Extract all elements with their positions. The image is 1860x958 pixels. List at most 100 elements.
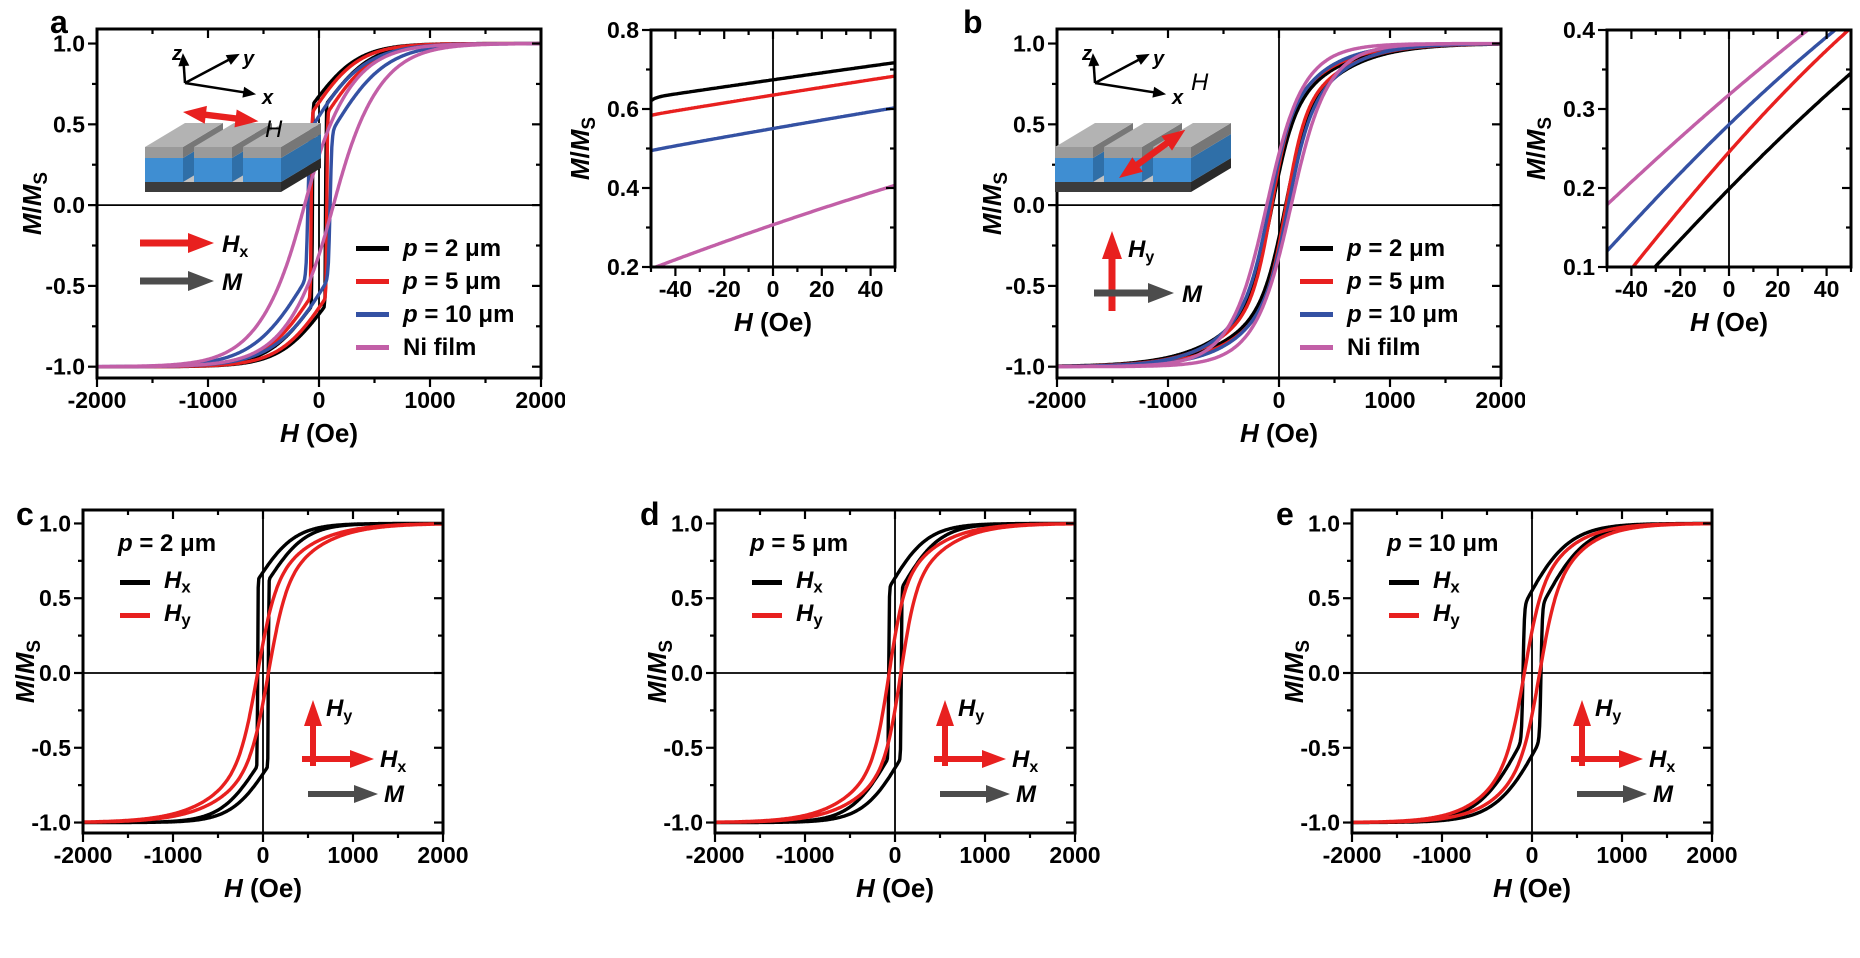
field-H-label: H	[265, 116, 283, 143]
svg-text:H (Oe): H (Oe)	[1690, 307, 1768, 337]
legend-swatch	[752, 613, 782, 618]
svg-text:0.2: 0.2	[1563, 175, 1595, 201]
legend-item-p5: p = 5 μm	[1300, 265, 1458, 298]
z-axis-label: z	[171, 43, 182, 65]
y-axis-label: y	[1152, 48, 1165, 70]
svg-text:1000: 1000	[404, 387, 455, 413]
panel-a-series-legend: p = 2 μm p = 5 μm p = 10 μm Ni film	[356, 232, 514, 364]
svg-text:0.3: 0.3	[1563, 96, 1595, 122]
m-arrow-icon	[940, 785, 1010, 803]
legend-item-hy: Hy	[752, 599, 823, 632]
svg-text:-1000: -1000	[1139, 387, 1198, 413]
legend-swatch	[356, 246, 389, 251]
legend-item-hx: Hx	[120, 566, 191, 599]
svg-text:0.5: 0.5	[1308, 585, 1340, 611]
legend-swatch	[1300, 279, 1333, 284]
svg-text:0: 0	[1526, 842, 1539, 868]
panel-b-series-legend: p = 2 μm p = 5 μm p = 10 μm Ni film	[1300, 232, 1458, 364]
svg-text:-1000: -1000	[776, 842, 835, 868]
svg-text:1.0: 1.0	[39, 510, 71, 536]
svg-text:1.0: 1.0	[53, 31, 85, 57]
panel-e-pitch-annotation: p = 10 μm	[1387, 530, 1499, 557]
svg-text:-20: -20	[1664, 276, 1697, 302]
field-H-label: H	[1191, 69, 1209, 96]
svg-text:-0.5: -0.5	[1300, 735, 1340, 761]
svg-text:-0.5: -0.5	[663, 735, 703, 761]
svg-text:-1000: -1000	[144, 842, 203, 868]
svg-text:-0.5: -0.5	[1005, 273, 1045, 299]
hy-arrow-icon	[1102, 231, 1122, 311]
svg-text:-1000: -1000	[179, 387, 238, 413]
svg-text:M/MS: M/MS	[1521, 117, 1556, 180]
m-label: M	[1182, 281, 1203, 308]
svg-text:-1.0: -1.0	[663, 810, 703, 836]
svg-text:H (Oe): H (Oe)	[734, 307, 812, 337]
svg-text:-2000: -2000	[54, 842, 113, 868]
svg-text:0: 0	[1273, 387, 1286, 413]
x-axis-label: x	[261, 87, 274, 109]
svg-text:-40: -40	[1615, 276, 1648, 302]
svg-text:2000: 2000	[1686, 842, 1737, 868]
field-direction-arrow	[183, 105, 259, 128]
z-axis-label: z	[1081, 43, 1092, 65]
legend-swatch	[120, 613, 150, 618]
panel-c-field-arrow-inset: Hy Hx M	[302, 695, 406, 808]
svg-text:40: 40	[1814, 276, 1840, 302]
legend-item-hx: Hx	[1389, 566, 1460, 599]
panel-c-pitch-annotation: p = 2 μm	[118, 530, 217, 557]
legend-swatch	[1300, 246, 1333, 251]
svg-text:Hx: Hx	[1649, 746, 1675, 776]
svg-text:Hy: Hy	[958, 695, 984, 725]
svg-text:1000: 1000	[959, 842, 1010, 868]
svg-text:M/MS: M/MS	[17, 172, 52, 235]
legend-item-hy: Hy	[120, 599, 191, 632]
panel-e-field-arrow-inset: Hy Hx M	[1571, 695, 1675, 808]
svg-text:H (Oe): H (Oe)	[280, 418, 358, 448]
chart-c-hysteresis: -2000 -1000 0 1000 2000 1.0 0.5 0.0 -0.5 -1.0 H (O…	[10, 508, 469, 903]
panel-d-pitch-annotation: p = 5 μm	[750, 530, 849, 557]
svg-text:Hx: Hx	[222, 231, 248, 261]
svg-text:H (Oe): H (Oe)	[1493, 873, 1571, 903]
legend-item-p2: p = 2 μm	[356, 232, 514, 265]
svg-text:0: 0	[257, 842, 270, 868]
m-label: M	[222, 269, 243, 296]
chart-a-zoom: -40 -20 0 20 40 0.8 0.6 0.4 0.2 H (Oe) M/MS	[565, 17, 897, 337]
svg-text:1.0: 1.0	[1308, 510, 1340, 536]
svg-text:Hy: Hy	[326, 695, 352, 725]
svg-text:0.5: 0.5	[53, 111, 85, 137]
svg-text:-1.0: -1.0	[1300, 810, 1340, 836]
m-label: M	[1653, 781, 1674, 808]
panel-label-c: c	[16, 496, 34, 532]
panel-a-field-arrow-legend: Hx M	[140, 231, 248, 296]
svg-text:H (Oe): H (Oe)	[1240, 418, 1318, 448]
svg-text:40: 40	[858, 276, 884, 302]
svg-text:0.0: 0.0	[53, 192, 85, 218]
legend-swatch	[752, 580, 782, 585]
svg-text:H (Oe): H (Oe)	[856, 873, 934, 903]
legend-swatch	[356, 312, 389, 317]
svg-text:M/MS: M/MS	[977, 172, 1012, 235]
chart-b-zoom: -40 -20 0 20 40 0.4 0.3 0.2 0.1 H (Oe) M/MS	[1521, 17, 1853, 337]
svg-text:2000: 2000	[1049, 842, 1100, 868]
coordinate-axes-icon	[178, 53, 257, 98]
panel-c-series-legend: Hx Hy	[120, 566, 191, 632]
svg-text:0.8: 0.8	[607, 17, 639, 43]
svg-text:0: 0	[767, 276, 780, 302]
svg-text:Hx: Hx	[380, 746, 406, 776]
hx-arrow-icon	[140, 233, 214, 253]
hx-arrow-icon	[1571, 750, 1643, 768]
legend-swatch	[120, 580, 150, 585]
legend-item-p2: p = 2 μm	[1300, 232, 1458, 265]
svg-text:-0.5: -0.5	[45, 273, 85, 299]
legend-item-p5: p = 5 μm	[356, 265, 514, 298]
svg-text:0: 0	[1723, 276, 1736, 302]
svg-text:-2000: -2000	[1323, 842, 1382, 868]
y-axis-label: y	[242, 48, 255, 70]
hx-arrow-icon	[934, 750, 1006, 768]
grating-3d-drawing	[145, 123, 321, 192]
panel-e-series-legend: Hx Hy	[1389, 566, 1460, 632]
legend-swatch	[1389, 613, 1419, 618]
m-label: M	[384, 781, 405, 808]
coordinate-axes-icon	[1088, 53, 1167, 98]
svg-text:2000: 2000	[417, 842, 468, 868]
